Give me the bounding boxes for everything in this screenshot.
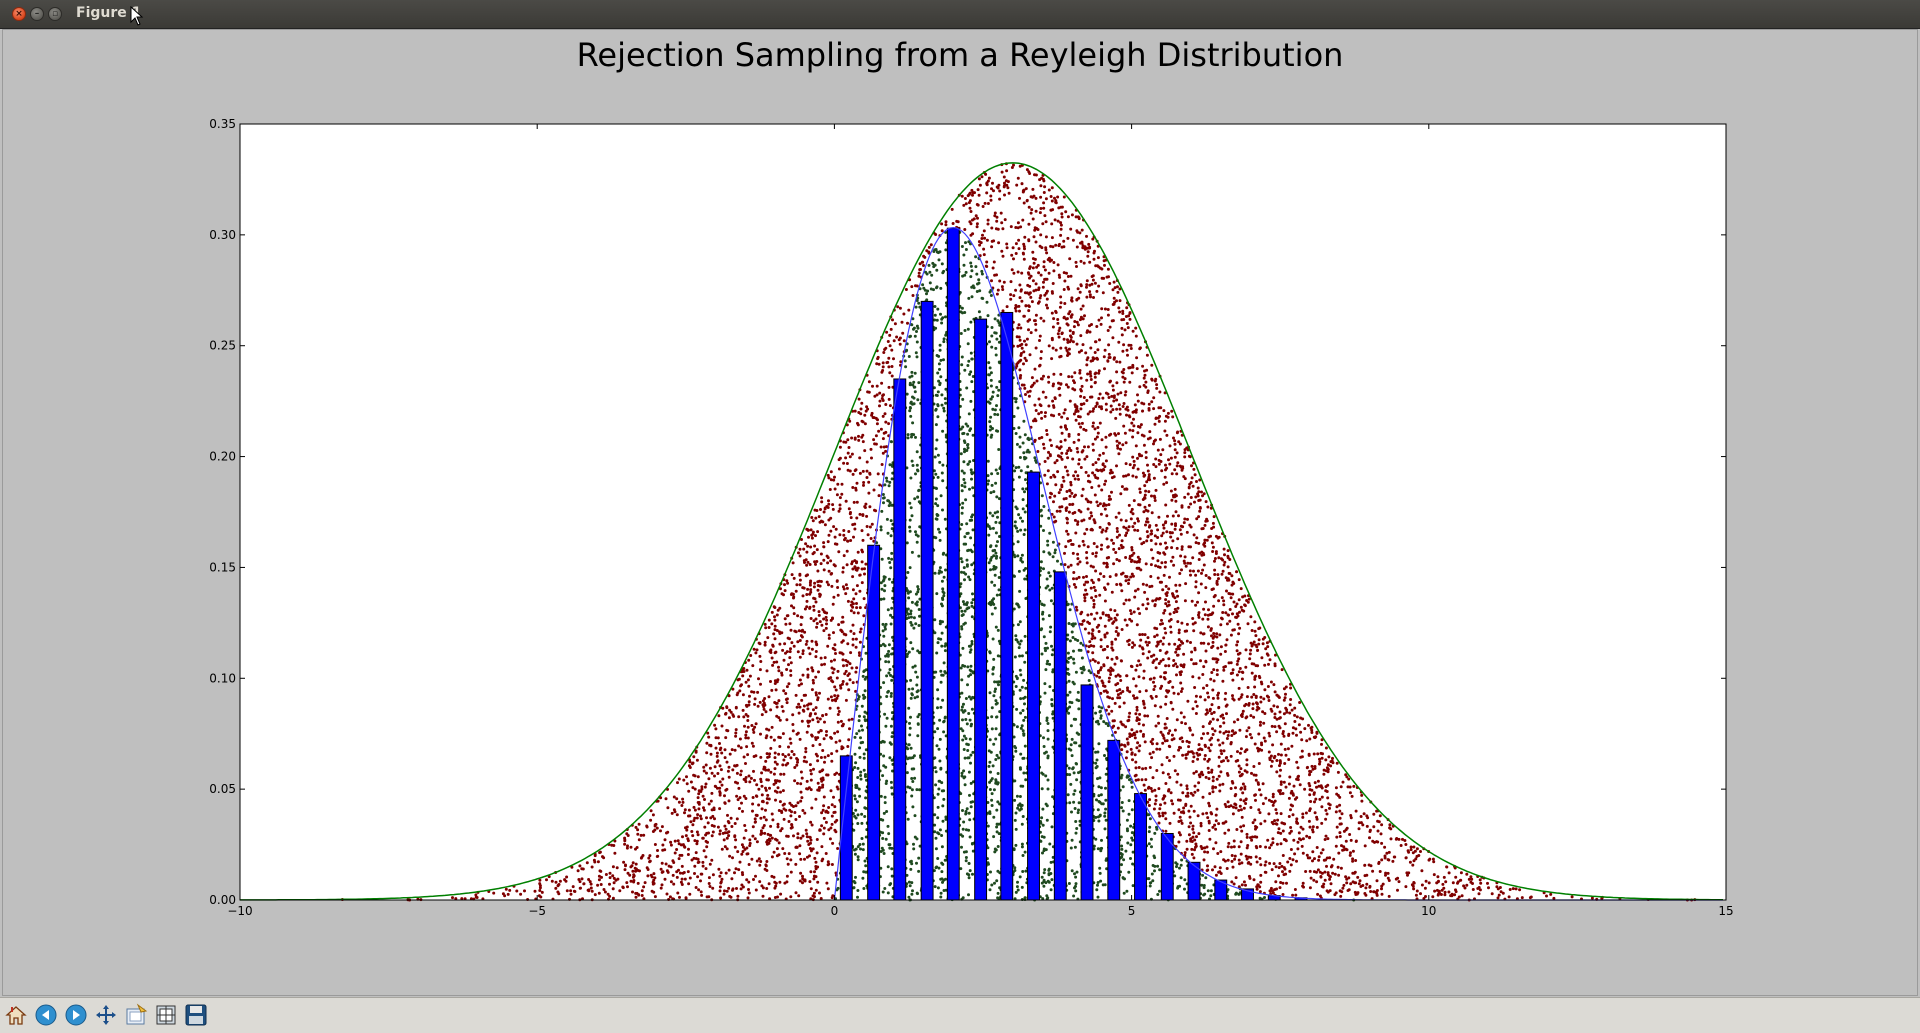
histogram-bar xyxy=(1107,739,1121,901)
x-tick-label: 10 xyxy=(1421,904,1436,918)
x-tick-label: −10 xyxy=(227,904,252,918)
maximize-icon: ▫ xyxy=(51,9,59,19)
back-icon xyxy=(35,1004,57,1026)
chart-title: Rejection Sampling from a Reyleigh Distr… xyxy=(576,36,1344,74)
histogram-bar xyxy=(1134,793,1147,901)
pan-button[interactable] xyxy=(94,1003,118,1027)
x-tick-label: 0 xyxy=(831,904,839,918)
forward-icon xyxy=(65,1004,87,1026)
back-button[interactable] xyxy=(34,1003,58,1027)
zoom-button[interactable] xyxy=(124,1003,148,1027)
histogram-bar xyxy=(1027,471,1040,901)
home-icon xyxy=(5,1006,27,1025)
close-icon: × xyxy=(15,9,23,19)
y-tick-label: 0.35 xyxy=(209,117,236,131)
x-tick-label: 15 xyxy=(1718,904,1733,918)
save-icon xyxy=(185,1004,207,1026)
y-tick-label: 0.10 xyxy=(209,671,236,685)
subplots-icon xyxy=(156,1005,176,1025)
x-tick-label: 5 xyxy=(1128,904,1136,918)
window-title: Figure 1 xyxy=(76,5,142,21)
minimize-icon: – xyxy=(34,9,40,19)
histogram-bar xyxy=(946,227,960,901)
home-button[interactable] xyxy=(4,1003,28,1027)
forward-button[interactable] xyxy=(64,1003,88,1027)
mouse-cursor-icon xyxy=(130,6,144,26)
y-tick-label: 0.00 xyxy=(209,893,236,907)
histogram-bar xyxy=(1000,311,1014,901)
y-tick-label: 0.25 xyxy=(209,339,236,353)
x-tick-label: −5 xyxy=(528,904,546,918)
window-titlebar: × – ▫ Figure 1 xyxy=(0,0,1920,29)
histogram-bar xyxy=(893,378,907,901)
window-maximize-button[interactable]: ▫ xyxy=(48,7,62,21)
histogram-bar xyxy=(974,318,988,901)
save-button[interactable] xyxy=(184,1003,208,1027)
y-tick-label: 0.15 xyxy=(209,560,236,574)
plot-area[interactable]: −10 −5 0 5 10 15 0.00 0.05 0.10 0.15 0.20 0.25 0.30 0… xyxy=(0,0,1920,1000)
axes-frame xyxy=(239,123,1727,901)
window-close-button[interactable]: × xyxy=(12,7,26,21)
zoom-icon xyxy=(126,1003,148,1025)
histogram-bar xyxy=(867,544,881,901)
y-tick-label: 0.30 xyxy=(209,228,236,242)
y-tick-label: 0.20 xyxy=(209,450,236,464)
histogram-bar xyxy=(1080,684,1094,901)
window-minimize-button[interactable]: – xyxy=(30,7,44,21)
pan-icon xyxy=(96,1005,116,1025)
histogram-bar xyxy=(1053,571,1067,901)
y-tick-label: 0.05 xyxy=(209,782,236,796)
subplots-button[interactable] xyxy=(154,1003,178,1027)
envelope-pdf-line xyxy=(240,162,1723,901)
navigation-toolbar xyxy=(0,997,1920,1033)
histogram-bar xyxy=(920,300,934,901)
rejected-samples xyxy=(340,162,1697,902)
